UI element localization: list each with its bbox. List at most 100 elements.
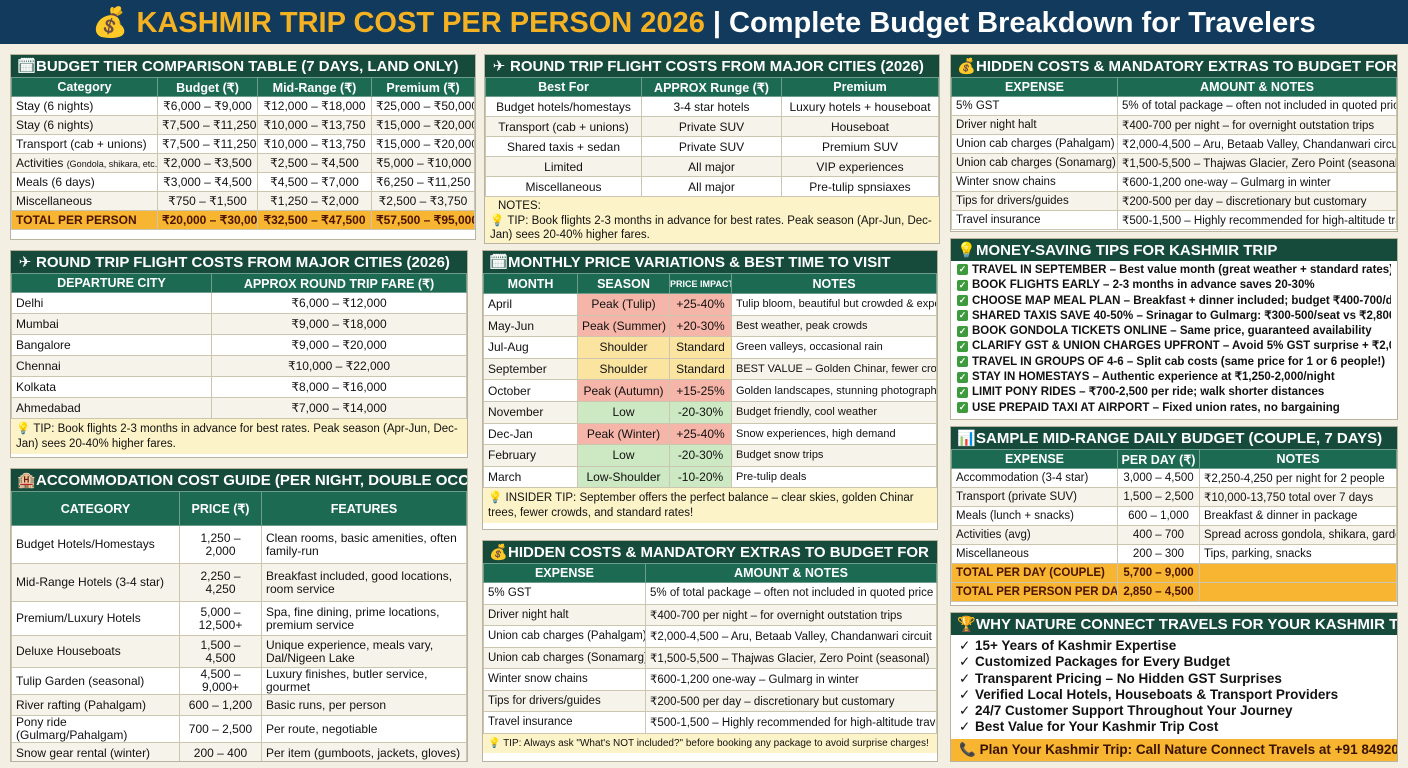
- month-impact-cell: +25-40%: [669, 422, 732, 446]
- money-tips-panel: 💡MONEY-SAVING TIPS FOR KASHMIR TRIP ✓ TRA…: [950, 238, 1398, 420]
- tip-item: ✓ USE PREPAID TAXI AT AIRPORT – Fixed uni…: [957, 401, 1340, 414]
- accommodation-table: CATEGORY PRICE (₹) FEATURES Budget Hotels/…: [11, 491, 467, 761]
- table-header: APPROX Runge (₹): [641, 77, 782, 97]
- table-header: Premium: [781, 77, 939, 97]
- tip-item: ✓ BOOK GONDOLA TICKETS ONLINE – Same pric…: [957, 325, 1372, 338]
- checkbox-icon: ✓: [957, 386, 968, 398]
- panel-title: ✈ ROUND TRIP FLIGHT COSTS FROM MAJOR CITI…: [485, 55, 939, 77]
- table-header: Best For: [485, 77, 642, 97]
- month-season-cell: Low: [577, 444, 670, 467]
- airplane-icon: ✈: [492, 57, 506, 75]
- month-month-cell: November: [483, 400, 578, 424]
- airplane-icon: ✈: [18, 253, 32, 271]
- table-row: Winter snow chains ₹600-1,200 one-way – G…: [483, 668, 937, 691]
- table-row: Tips for drivers/guides ₹200-500 per day …: [951, 191, 1397, 211]
- month-month-cell: March: [483, 465, 578, 489]
- why-item: ✓ Customized Packages for Every Budget: [959, 654, 1231, 671]
- month-season-cell: Peak (Autumn): [577, 379, 670, 402]
- table-row: Union cab charges (Sonamarg) ₹1,500-5,500…: [483, 646, 937, 669]
- table-header: PRICE IMPACT: [669, 273, 732, 294]
- tips-list: ✓ TRAVEL IN SEPTEMBER – Best value month …: [951, 261, 1397, 418]
- panel-title: 🏆WHY NATURE CONNECT TRAVELS FOR YOUR KAS…: [951, 613, 1397, 635]
- why-item: ✓ Best Value for Your Kashmir Trip Cost: [959, 719, 1219, 736]
- table-row: September Shoulder Standard BEST VALUE – Go…: [483, 357, 937, 381]
- table-row: Budget Hotels/Homestays 1,250 – 2,000 Clea…: [11, 525, 467, 564]
- lightbulb-icon: 💡: [488, 490, 503, 505]
- money-bag-icon: 💰: [489, 543, 508, 561]
- table-row: October Peak (Autumn) +15-25% Golden landsc…: [483, 379, 937, 402]
- table-row: Miscellaneous ₹750 – ₹1,500 ₹1,250 – ₹2,00…: [11, 191, 475, 211]
- budget-tier-table: Category Budget (₹) Mid-Range (₹) Premiu…: [11, 77, 475, 230]
- table-row: Ahmedabad ₹7,000 – ₹14,000: [11, 397, 467, 419]
- table-row: Chennai ₹10,000 – ₹22,000: [11, 355, 467, 377]
- phone-icon: 📞: [959, 741, 976, 758]
- money-bag-icon: 💰: [957, 57, 976, 75]
- month-notes-cell: Budget snow trips: [731, 444, 937, 467]
- table-row: Activities (avg) 400 – 700 Spread across g…: [951, 525, 1397, 545]
- why-item: ✓ 24/7 Customer Support Throughout Your …: [959, 703, 1293, 720]
- month-season-cell: Shoulder: [577, 336, 670, 359]
- table-row: Stay (6 nights) ₹6,000 – ₹9,000 ₹12,000 – …: [11, 96, 475, 116]
- checkbox-icon: ✓: [957, 340, 968, 352]
- page-title: KASHMIR TRIP COST PER PERSON 2026: [136, 7, 705, 39]
- checkbox-icon: ✓: [957, 279, 968, 291]
- table-row: Dec-Jan Peak (Winter) +25-40% Snow experien…: [483, 422, 937, 446]
- panel-title: 💰HIDDEN COSTS & MANDATORY EXTRAS TO BUDG…: [483, 541, 937, 563]
- month-season-cell: Low-Shoulder: [577, 465, 670, 489]
- month-impact-cell: -20-30%: [669, 400, 732, 424]
- table-row: Driver night halt ₹400-700 per night – fo…: [951, 115, 1397, 135]
- check-icon: ✓: [959, 686, 976, 703]
- month-notes-cell: Pre-tulip deals: [731, 465, 937, 489]
- panel-title: 🏨ACCOMMODATION COST GUIDE (PER NIGHT, DO…: [11, 469, 467, 491]
- table-header: SEASON: [577, 273, 670, 294]
- table-row: Limited All major VIP experiences: [485, 156, 939, 177]
- tip-item: ✓ CHOOSE MAP MEAL PLAN – Breakfast + dinn…: [957, 294, 1391, 307]
- sample-budget-table: EXPENSE PER DAY (₹) NOTES Accommodation (3…: [951, 449, 1397, 602]
- checkbox-icon: ✓: [957, 371, 968, 383]
- lightbulb-icon: 💡: [957, 241, 976, 259]
- table-row: Driver night halt ₹400-700 per night – fo…: [483, 603, 937, 626]
- checkbox-icon: ✓: [957, 310, 968, 322]
- month-season-cell: Peak (Tulip): [577, 293, 670, 316]
- month-notes-cell: BEST VALUE – Golden Chinar, fewer crowds: [731, 357, 937, 381]
- table-row: Bangalore ₹9,000 – ₹20,000: [11, 334, 467, 356]
- cta-call-link[interactable]: 📞 Plan Your Kashmir Trip: Call Nature Co…: [951, 738, 1397, 761]
- table-row: Activities (Gondola, shikara, etc.) ₹2,00…: [11, 153, 475, 173]
- trophy-icon: 🏆: [957, 615, 976, 633]
- month-notes-cell: Best weather, peak crowds: [731, 314, 937, 338]
- hotel-icon: 🏨: [17, 471, 36, 489]
- tip-item: ✓ TRAVEL IN SEPTEMBER – Best value month …: [957, 264, 1391, 276]
- budget-tier-panel: 🗓BUDGET TIER COMPARISON TABLE (7 DAYS, L…: [10, 54, 476, 240]
- table-row: November Low -20-30% Budget friendly, cool …: [483, 400, 937, 424]
- month-notes-cell: Green valleys, occasional rain: [731, 336, 937, 359]
- check-icon: ✓: [959, 638, 976, 654]
- month-month-cell: Jul-Aug: [483, 336, 578, 359]
- month-season-cell: Low: [577, 400, 670, 424]
- table-header: Mid-Range (₹): [257, 77, 372, 97]
- panel-title: 🗓BUDGET TIER COMPARISON TABLE (7 DAYS, L…: [11, 55, 475, 77]
- table-row: Tulip Garden (seasonal) 4,500 – 9,000+ Lux…: [11, 667, 467, 695]
- table-row: Union cab charges (Sonamarg) ₹1,500-5,500…: [951, 153, 1397, 173]
- month-season-cell: Shoulder: [577, 357, 670, 381]
- table-row: Miscellaneous 200 – 300 Tips, parking, sna…: [951, 544, 1397, 564]
- bar-chart-icon: 📊: [957, 429, 976, 447]
- table-row: Mid-Range Hotels (3-4 star) 2,250 – 4,250…: [11, 563, 467, 602]
- month-impact-cell: +15-25%: [669, 379, 732, 402]
- table-row: Transport (private SUV) 1,500 – 2,500 ₹10,…: [951, 487, 1397, 507]
- lightbulb-icon: 💡: [490, 213, 505, 227]
- table-row: Union cab charges (Pahalgam) ₹2,000-4,500…: [951, 134, 1397, 154]
- table-row: April Peak (Tulip) +25-40% Tulip bloom, bea…: [483, 293, 937, 316]
- checkbox-icon: ✓: [957, 325, 968, 337]
- insider-tip: 💡 INSIDER TIP: September offers the perf…: [483, 488, 937, 524]
- flight-tip: 💡 TIP: Book flights 2-3 months in advanc…: [11, 419, 467, 454]
- lightbulb-icon: 💡: [488, 737, 501, 749]
- month-month-cell: April: [483, 293, 578, 316]
- table-header: PRICE (₹): [179, 491, 262, 526]
- month-season-cell: Peak (Winter): [577, 422, 670, 446]
- table-row: February Low -20-30% Budget snow trips: [483, 444, 937, 467]
- table-row: Pony ride (Gulmarg/Pahalgam) 700 – 2,500 P…: [11, 715, 467, 743]
- table-row: Delhi ₹6,000 – ₹12,000: [11, 292, 467, 314]
- tip-item: ✓ CLARIFY GST & UNION CHARGES UPFRONT – A…: [957, 340, 1391, 353]
- flights-panel: ✈ ROUND TRIP FLIGHT COSTS FROM MAJOR CITI…: [10, 250, 468, 458]
- table-header: EXPENSE: [951, 449, 1118, 469]
